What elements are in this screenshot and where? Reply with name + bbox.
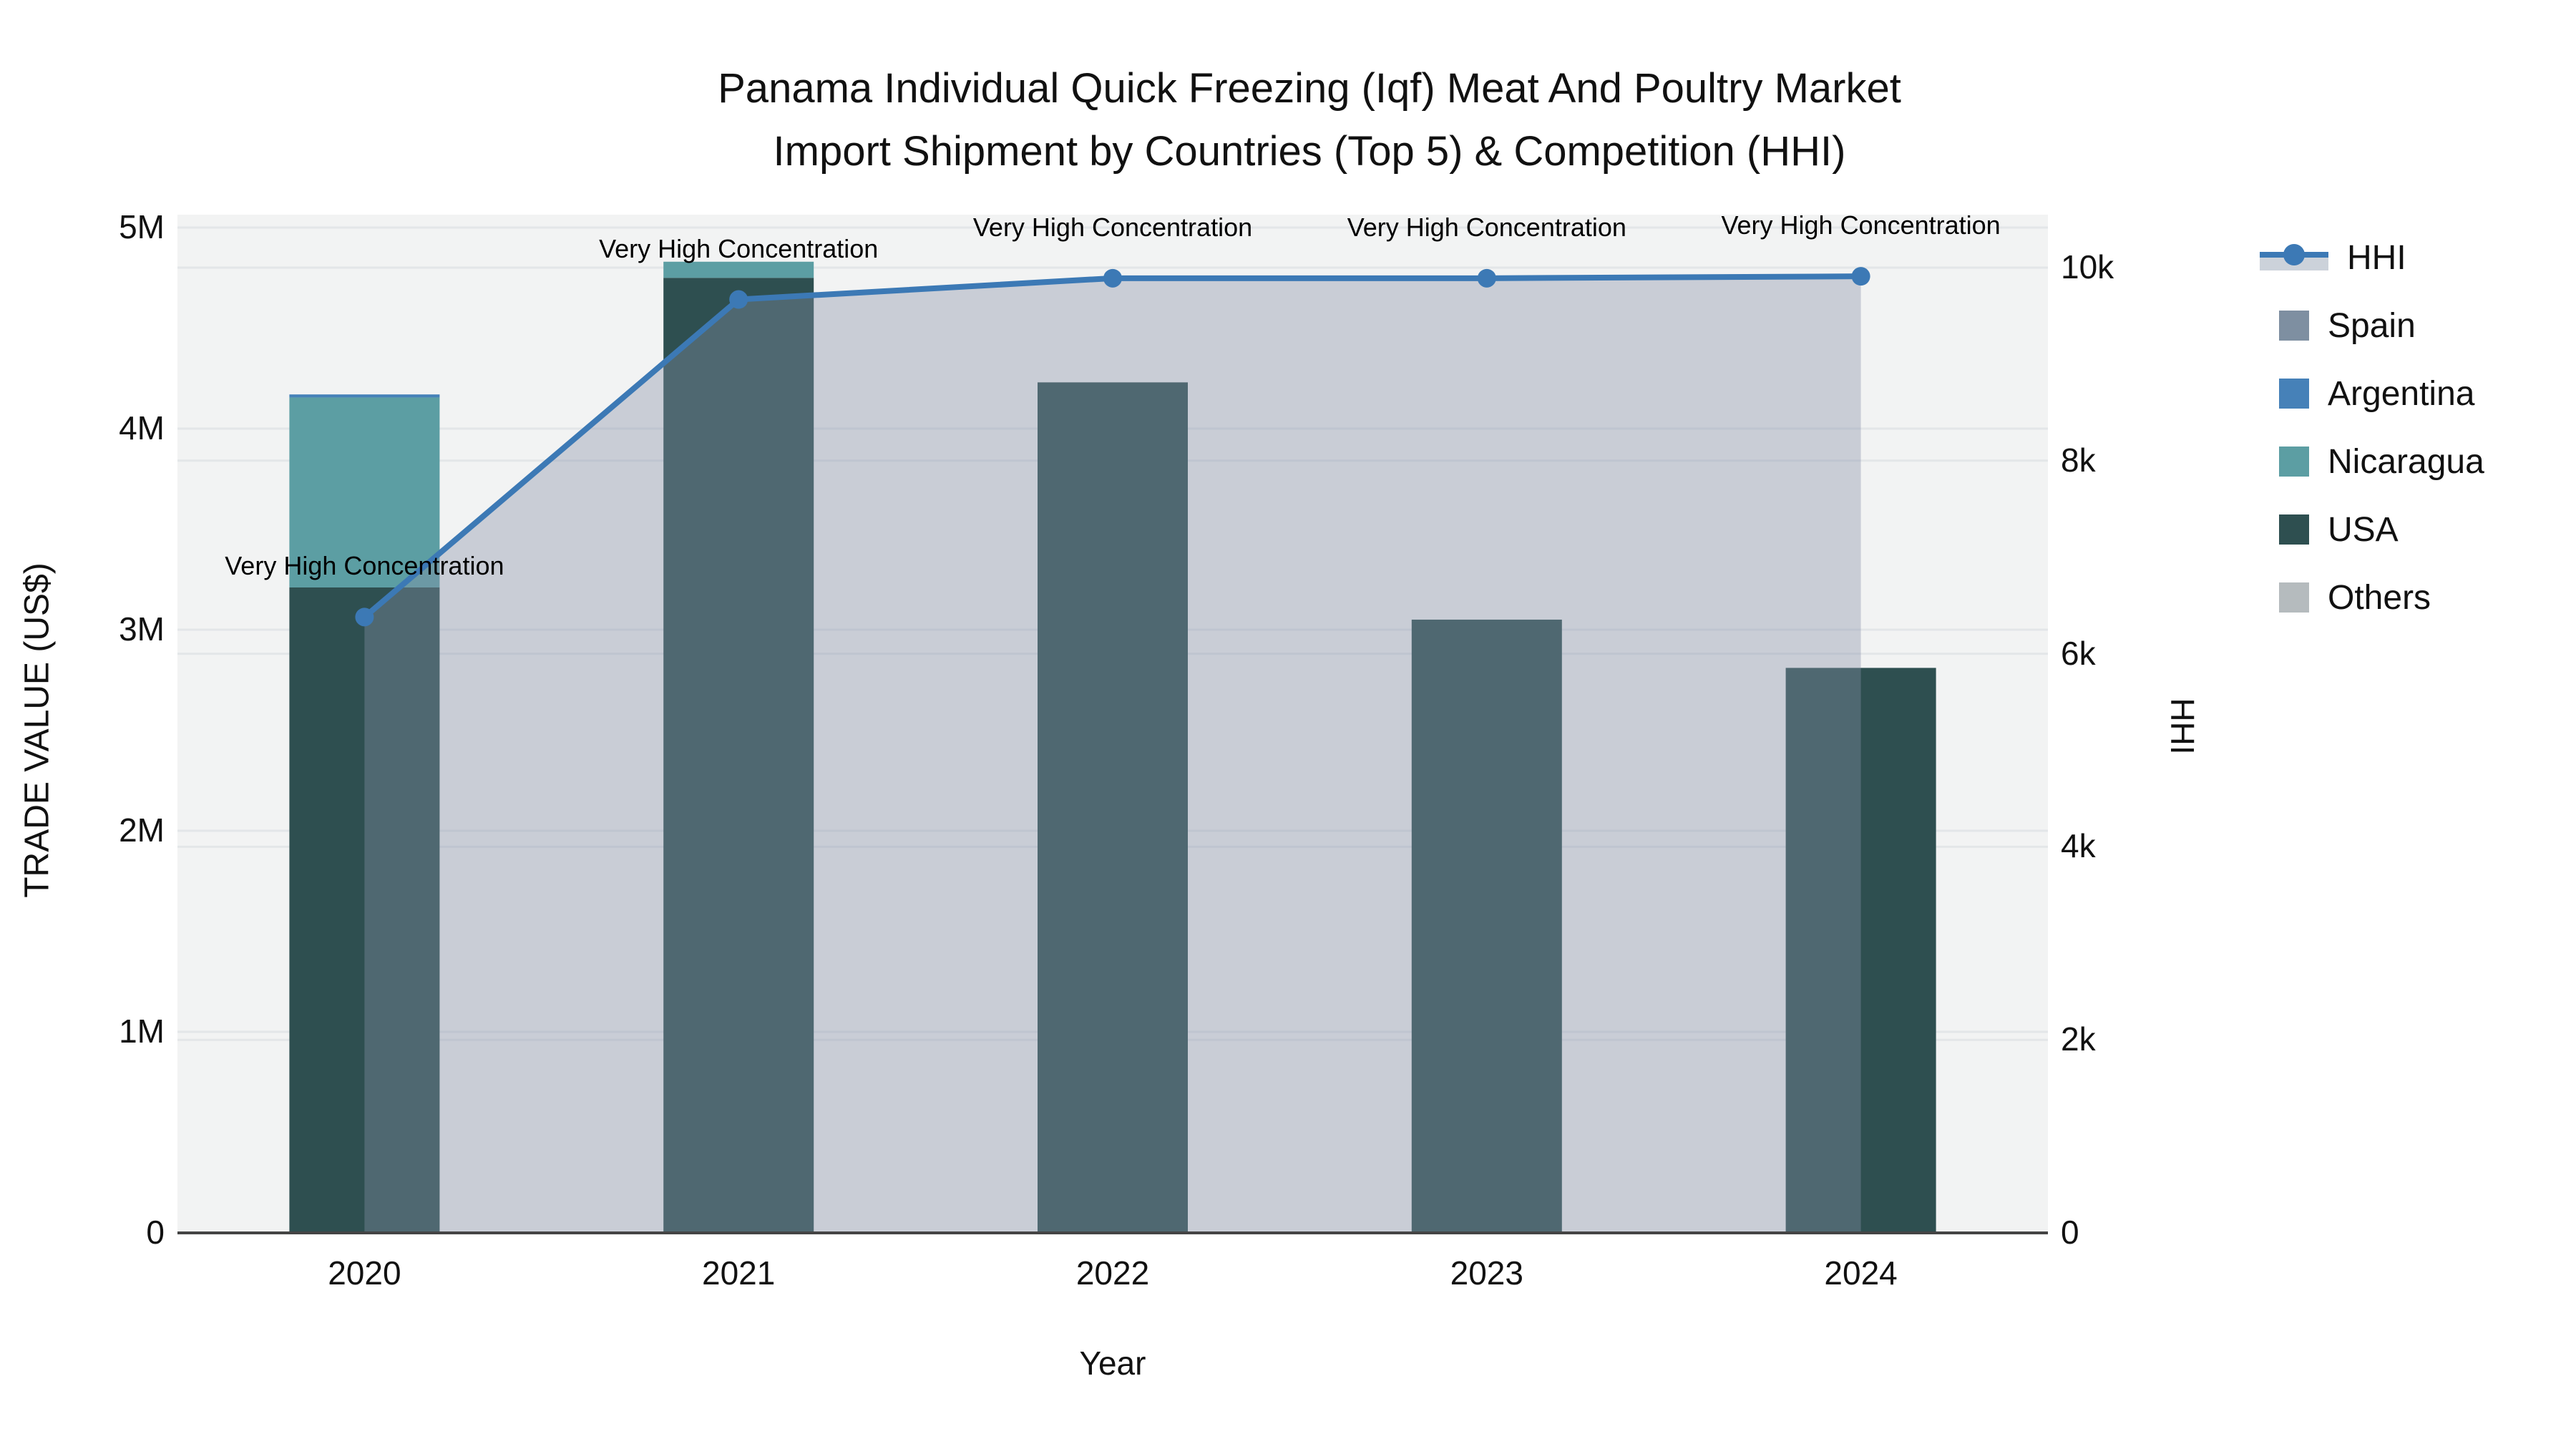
bar-usa-2020[interactable] [289,587,440,1233]
bar-nicaragua-2020[interactable] [289,397,440,587]
x-tick-2022: 2022 [1075,1254,1150,1292]
hhi-marker-2024[interactable] [1851,267,1870,286]
bar-nicaragua-2021[interactable] [663,261,814,278]
right-tick-6k: 6k [2061,634,2096,672]
hhi-area-fill [364,276,1861,1233]
chart-title: Panama Individual Quick Freezing (Iqf) M… [451,57,2168,183]
x-tick-2020: 2020 [328,1254,401,1292]
bar-argentina-2020[interactable] [289,394,440,398]
annotation-2024: Very High Concentration [1721,210,2001,240]
annotation-2020: Very High Concentration [225,551,504,581]
legend-label: Spain [2328,306,2416,345]
bar-usa-2023[interactable] [1411,619,1562,1233]
others-swatch-icon [2279,582,2309,613]
annotation-2021: Very High Concentration [599,233,879,263]
left-tick-2M: 2M [119,811,165,849]
right-tick-2k: 2k [2061,1020,2096,1058]
usa-swatch-icon [2279,514,2309,545]
left-tick-4M: 4M [119,409,165,447]
right-tick-8k: 8k [2061,441,2096,479]
chart-title-line2: Import Shipment by Countries (Top 5) & C… [773,128,1846,175]
legend-label: Argentina [2328,374,2475,413]
nicaragua-swatch-icon [2279,447,2309,477]
spain-swatch-icon [2279,311,2309,341]
bar-usa-2024[interactable] [1785,668,1936,1233]
hhi-marker-2021[interactable] [729,290,748,309]
hhi-marker-2023[interactable] [1477,268,1496,288]
legend-label: Others [2328,578,2431,617]
legend-item-usa[interactable]: USA [2260,508,2399,551]
left-axis-title: TRADE VALUE (US$) [18,562,57,898]
x-tick-2024: 2024 [1824,1254,1898,1292]
left-tick-1M: 1M [119,1013,165,1050]
bar-usa-2022[interactable] [1038,382,1188,1233]
right-tick-10k: 10k [2061,248,2114,286]
annotation-2022: Very High Concentration [972,212,1253,242]
left-tick-0: 0 [146,1214,165,1251]
right-tick-0: 0 [2061,1214,2079,1251]
hhi-line-legend-symbol [2260,242,2328,273]
legend-item-others[interactable]: Others [2260,576,2431,619]
annotation-2023: Very High Concentration [1347,212,1626,242]
right-axis-title: HHI [2164,698,2201,755]
legend-label: USA [2328,510,2399,549]
legend-item-nicaragua[interactable]: Nicaragua [2260,440,2484,483]
legend-item-spain[interactable]: Spain [2260,304,2416,347]
x-axis-title: Year [1079,1345,1146,1382]
legend-symbol-part [2283,244,2305,265]
x-tick-2023: 2023 [1450,1254,1523,1292]
left-tick-5M: 5M [119,208,165,245]
legend-item-argentina[interactable]: Argentina [2260,372,2474,415]
chart-title-line1: Panama Individual Quick Freezing (Iqf) M… [718,65,1901,112]
left-tick-3M: 3M [119,610,165,648]
bar-usa-2021[interactable] [663,278,814,1233]
legend-label: Nicaragua [2328,442,2484,481]
hhi-marker-2022[interactable] [1103,268,1122,288]
hhi-marker-2020[interactable] [355,608,374,627]
right-tick-4k: 4k [2061,827,2096,865]
x-tick-2021: 2021 [702,1254,776,1292]
legend-label: HHI [2347,238,2406,277]
argentina-swatch-icon [2279,379,2309,409]
legend-item-hhi[interactable]: HHI [2260,236,2406,279]
